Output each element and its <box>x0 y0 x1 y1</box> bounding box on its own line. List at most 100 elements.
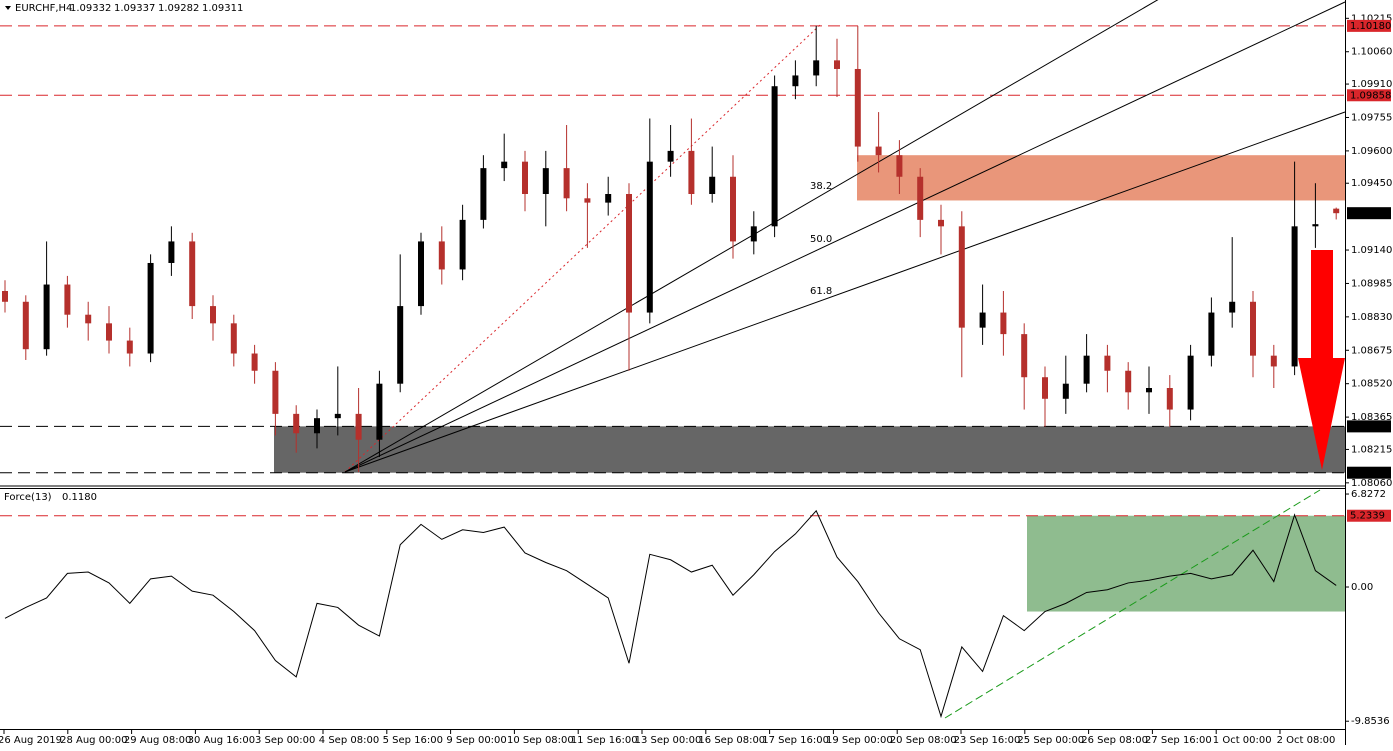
candle-body <box>85 314 92 324</box>
candle-body <box>1062 383 1069 399</box>
candle-body <box>938 219 944 227</box>
marks-layer <box>2 25 1340 719</box>
candle-body <box>459 219 466 270</box>
level-box <box>1347 19 1391 32</box>
header-low: 1.09282 <box>158 3 199 14</box>
candle-body <box>646 161 653 313</box>
x-tick-label: 19 Sep 00:00 <box>826 735 893 746</box>
candle-body <box>1208 312 1215 356</box>
candle-body <box>106 323 112 341</box>
candle-body <box>438 241 445 270</box>
header-high: 1.09337 <box>114 3 155 14</box>
candle-body <box>272 370 279 414</box>
y-tick-label: 0.00 <box>1351 582 1373 593</box>
x-tick-label: 26 Sep 08:00 <box>1081 735 1148 746</box>
candle-body <box>1021 334 1028 378</box>
indicator-value: 0.1180 <box>62 492 97 503</box>
candle-body <box>293 413 300 434</box>
header-icon <box>5 6 11 10</box>
y-tick-label: 6.8272 <box>1351 489 1386 500</box>
y-tick-label: -9.8536 <box>1351 716 1390 727</box>
header-open: 1.09332 <box>70 3 111 14</box>
x-tick-label: 4 Sep 08:00 <box>319 735 379 746</box>
x-tick-label: 26 Aug 2019 <box>0 735 62 746</box>
candle-body <box>854 68 861 147</box>
price-label: 1.09311 <box>1350 208 1391 219</box>
candle-body <box>397 306 404 384</box>
candle-body <box>979 312 986 328</box>
candle-body <box>958 226 965 328</box>
y-tick-label: 1.08830 <box>1351 312 1392 323</box>
fib-fan-618 <box>344 111 1346 473</box>
candle-body <box>355 413 362 440</box>
zone <box>1027 515 1345 612</box>
x-tick-label: 5 Sep 16:00 <box>383 735 443 746</box>
indicator-title: Force(13) <box>4 492 52 503</box>
x-tick-label: 2 Oct 08:00 <box>1277 735 1336 746</box>
y-tick-label: 1.08675 <box>1351 345 1392 356</box>
x-tick-label: 11 Sep 16:00 <box>571 735 638 746</box>
arrow-shaft <box>1311 250 1333 360</box>
y-tick-label: 1.09140 <box>1351 245 1392 256</box>
y-tick-label: 1.08215 <box>1351 444 1392 455</box>
x-tick-label: 16 Sep 08:00 <box>698 735 765 746</box>
level-box <box>1347 420 1391 433</box>
candle-body <box>1146 388 1152 393</box>
x-tick-label: 30 Aug 16:00 <box>188 735 255 746</box>
level-label: 1.08107 <box>1350 468 1391 479</box>
candle-body <box>376 383 383 440</box>
candle-body <box>147 262 154 354</box>
candle-body <box>1270 355 1277 367</box>
x-tick-label: 10 Sep 08:00 <box>507 735 574 746</box>
candle-body <box>584 198 591 203</box>
y-tick-label: 1.09755 <box>1351 112 1392 123</box>
candle-body <box>1104 355 1111 371</box>
candle-body <box>1312 224 1319 227</box>
level-label: 1.09858 <box>1350 90 1391 101</box>
candle-body <box>1187 355 1194 410</box>
candle-body <box>64 284 71 315</box>
candle-body <box>1229 301 1236 313</box>
candle-body <box>792 75 799 87</box>
x-tick-label: 28 Aug 00:00 <box>60 735 127 746</box>
candle-body <box>210 306 216 324</box>
x-tick-label: 23 Sep 16:00 <box>954 735 1021 746</box>
fib-fan-500 <box>344 1 1346 473</box>
header-close: 1.09311 <box>202 3 243 14</box>
candle-body <box>168 241 175 263</box>
y-tick-label: 1.08365 <box>1351 412 1392 423</box>
candle-body <box>834 60 840 69</box>
candle-body <box>418 241 424 307</box>
zone <box>857 155 1345 201</box>
candle-body <box>875 146 882 156</box>
y-tick-label: 1.08060 <box>1351 478 1392 489</box>
candle-body <box>522 161 528 194</box>
candle-body <box>251 353 258 371</box>
x-tick-label: 17 Sep 16:00 <box>762 735 829 746</box>
level-box <box>1347 509 1391 522</box>
level-label: 1.08322 <box>1350 421 1391 432</box>
indicator-line <box>4 509 1337 719</box>
candle-body <box>730 176 736 242</box>
y-tick-label: 1.10060 <box>1351 47 1392 58</box>
x-tick-label: 13 Sep 00:00 <box>635 735 702 746</box>
arrow-head <box>1298 358 1345 470</box>
level-label: 5.2339 <box>1350 511 1385 522</box>
zone <box>274 426 1345 473</box>
x-tick-label: 9 Sep 00:00 <box>446 735 506 746</box>
candle-body <box>43 284 50 350</box>
candle-body <box>314 418 320 434</box>
candle-body <box>688 150 695 194</box>
candle-body <box>22 301 29 350</box>
candle-body <box>1042 377 1048 399</box>
x-tick-label: 29 Aug 08:00 <box>124 735 191 746</box>
candle-body <box>1125 370 1132 393</box>
y-tick-label: 1.08520 <box>1351 379 1392 390</box>
trend-line <box>944 489 1321 719</box>
fib-baseline <box>344 24 821 473</box>
level-label: 1.10180 <box>1350 21 1391 32</box>
chart-title: EURCHF,H4 <box>15 3 72 14</box>
y-tick-label: 1.09450 <box>1351 178 1392 189</box>
